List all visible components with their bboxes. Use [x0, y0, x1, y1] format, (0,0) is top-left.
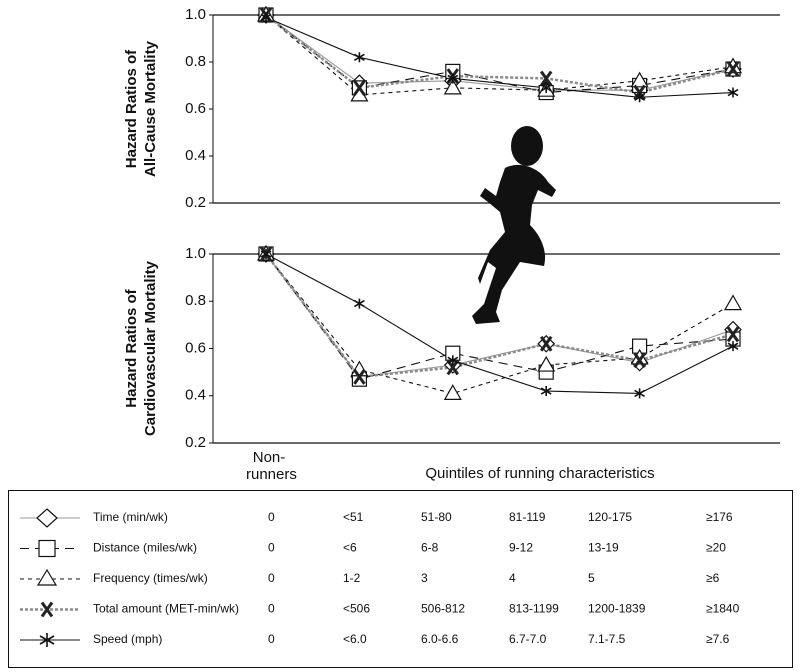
y-axis-label: Cardiovascular Mortality	[142, 260, 159, 436]
marker	[260, 12, 272, 23]
marker	[537, 355, 556, 372]
marker	[540, 82, 552, 93]
series-line	[265, 16, 734, 98]
series-line	[265, 14, 734, 94]
legend-marker	[40, 601, 54, 618]
legend-label: Time (min/wk)	[93, 510, 168, 524]
marker	[726, 326, 740, 343]
x-tick-label: Non-runners	[246, 449, 297, 483]
marker	[727, 87, 739, 98]
marker	[353, 368, 366, 385]
legend-value: 6.0-6.6	[421, 632, 459, 646]
legend-value: 4	[509, 571, 516, 585]
legend-value: <6.0	[343, 632, 367, 646]
legend-marker	[36, 508, 58, 528]
marker	[634, 92, 646, 103]
legend-value: 6-8	[421, 541, 439, 555]
series-line	[265, 14, 734, 94]
legend-value: <6	[343, 541, 357, 555]
legend-value: 0	[268, 602, 275, 616]
legend-value: 3	[421, 571, 428, 585]
legend-value: 6.7-7.0	[509, 632, 547, 646]
y-tick-label: 1.0	[185, 6, 206, 23]
legend-marker	[36, 568, 58, 586]
legend-marker	[39, 633, 55, 647]
marker	[353, 79, 366, 96]
marker	[539, 335, 553, 352]
marker	[443, 384, 462, 400]
legend-label: Speed (mph)	[93, 632, 162, 646]
legend-marker	[38, 539, 56, 558]
y-axis-label: Hazard Ratios of	[123, 288, 140, 407]
marker	[443, 78, 462, 95]
y-tick-label: 0.4	[185, 147, 206, 164]
marker	[634, 388, 646, 399]
legend-value: 120-175	[588, 510, 632, 524]
legend-value: 0	[268, 510, 275, 524]
legend-value: 81-119	[509, 510, 546, 524]
series-line	[265, 253, 734, 394]
series-line	[265, 14, 734, 91]
y-tick-label: 0.2	[185, 434, 206, 451]
y-axis-label: Hazard Ratios of	[123, 49, 140, 168]
y-tick-label: 1.0	[185, 245, 206, 262]
legend-value: 1-2	[343, 571, 361, 585]
legend-box	[8, 490, 793, 668]
legend-value: 813-1199	[509, 602, 559, 616]
marker	[539, 70, 553, 87]
marker	[727, 341, 739, 352]
series-line	[265, 14, 734, 96]
legend-value: 0	[268, 571, 275, 585]
marker	[447, 355, 459, 366]
runner-silhouette	[472, 126, 556, 324]
legend-value: ≥7.6	[706, 632, 730, 646]
legend-value: ≥20	[706, 541, 726, 555]
marker	[353, 52, 365, 63]
y-tick-label: 0.8	[185, 292, 206, 309]
series-line	[265, 253, 734, 380]
legend-value: <51	[343, 510, 364, 524]
legend-value: <506	[343, 602, 370, 616]
legend-value: 0	[268, 541, 275, 555]
marker	[723, 294, 743, 311]
y-tick-label: 0.2	[185, 194, 206, 211]
legend-value: 13-19	[588, 541, 619, 555]
y-tick-label: 0.6	[185, 339, 206, 356]
y-axis-label: All-Cause Mortality	[142, 40, 159, 177]
marker	[540, 386, 552, 397]
legend-value: 7.1-7.5	[588, 632, 626, 646]
legend-value: 9-12	[509, 541, 533, 555]
y-tick-label: 0.4	[185, 387, 206, 404]
legend-value: 5	[588, 571, 595, 585]
legend-value: ≥176	[706, 510, 733, 524]
legend-value: 1200-1839	[588, 602, 646, 616]
marker	[260, 249, 272, 259]
legend-label: Total amount (MET-min/wk)	[93, 602, 239, 616]
series-line	[265, 253, 734, 379]
legend-value: 51-80	[421, 510, 452, 524]
y-tick-label: 0.8	[185, 53, 206, 70]
legend-value: 506-812	[421, 602, 465, 616]
legend-value: 0	[268, 632, 275, 646]
series-line	[265, 253, 734, 394]
marker	[353, 298, 365, 309]
legend-label: Frequency (times/wk)	[93, 571, 208, 585]
legend-label: Distance (miles/wk)	[93, 541, 197, 555]
legend-value: ≥6	[706, 571, 720, 585]
marker	[447, 73, 459, 84]
x-axis-label: Quintiles of running characteristics	[425, 465, 654, 482]
y-tick-label: 0.6	[185, 100, 206, 117]
marker	[633, 352, 646, 369]
marker	[726, 61, 740, 77]
legend-value: ≥1840	[706, 602, 740, 616]
marker	[630, 71, 649, 88]
